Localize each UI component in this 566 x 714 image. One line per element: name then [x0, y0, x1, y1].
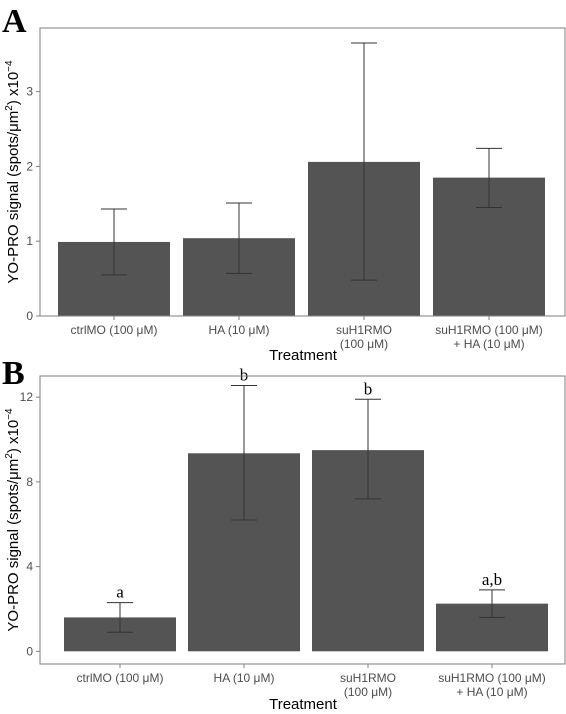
y-tick-label: 0: [26, 309, 33, 323]
y-tick-label: 2: [26, 159, 33, 173]
error-bar: [231, 385, 257, 521]
plot-frame: [39, 375, 566, 665]
significance-label: a: [116, 583, 124, 602]
significance-label: b: [364, 379, 373, 398]
x-tick-label: suH1RMO: [340, 671, 396, 685]
x-tick-label: + HA (10 μM): [453, 337, 524, 351]
error-bar: [479, 589, 505, 618]
x-tick-label: suH1RMO (100 μM): [435, 323, 543, 337]
x-tick-label: ctrlMO (100 μM): [77, 671, 164, 685]
y-tick-label: 3: [26, 85, 33, 99]
error-bar: [226, 202, 252, 274]
y-tick-label: 0: [26, 644, 33, 658]
y-tick-label: 8: [26, 475, 33, 489]
error-bar: [107, 602, 133, 633]
y-tick-label: 12: [20, 390, 34, 404]
error-bar: [351, 42, 377, 281]
x-tick-label: HA (10 μM): [214, 671, 275, 685]
error-bar: [101, 208, 127, 276]
x-tick-label: HA (10 μM): [209, 323, 270, 337]
x-tick-label: suH1RMO (100 μM): [438, 671, 546, 685]
panel-letter: A: [2, 3, 27, 40]
panel-letter: B: [2, 355, 25, 392]
x-axis-title: Treatment: [269, 696, 338, 713]
y-axis-title: YO-PRO signal (spots/μm2) x10−4: [4, 60, 22, 284]
error-bar: [476, 147, 502, 209]
x-tick-label: (100 μM): [344, 685, 392, 699]
significance-label: b: [240, 366, 249, 385]
x-tick-label: (100 μM): [340, 337, 388, 351]
y-tick-label: 4: [26, 560, 33, 574]
x-tick-label: suH1RMO: [336, 323, 392, 337]
y-axis-title: YO-PRO signal (spots/μm2) x10−4: [4, 408, 22, 632]
y-tick-label: 1: [26, 234, 33, 248]
x-tick-label: ctrlMO (100 μM): [71, 323, 158, 337]
error-bar: [355, 398, 381, 500]
x-tick-label: + HA (10 μM): [456, 685, 527, 699]
plot-frame: [39, 27, 566, 317]
significance-label: a,b: [482, 570, 502, 589]
panel-b: Ba ctrlMO (100 μM) b HA (10 μM) b suH1RMO(100…: [2, 355, 566, 713]
x-axis-title: Treatment: [269, 347, 338, 364]
